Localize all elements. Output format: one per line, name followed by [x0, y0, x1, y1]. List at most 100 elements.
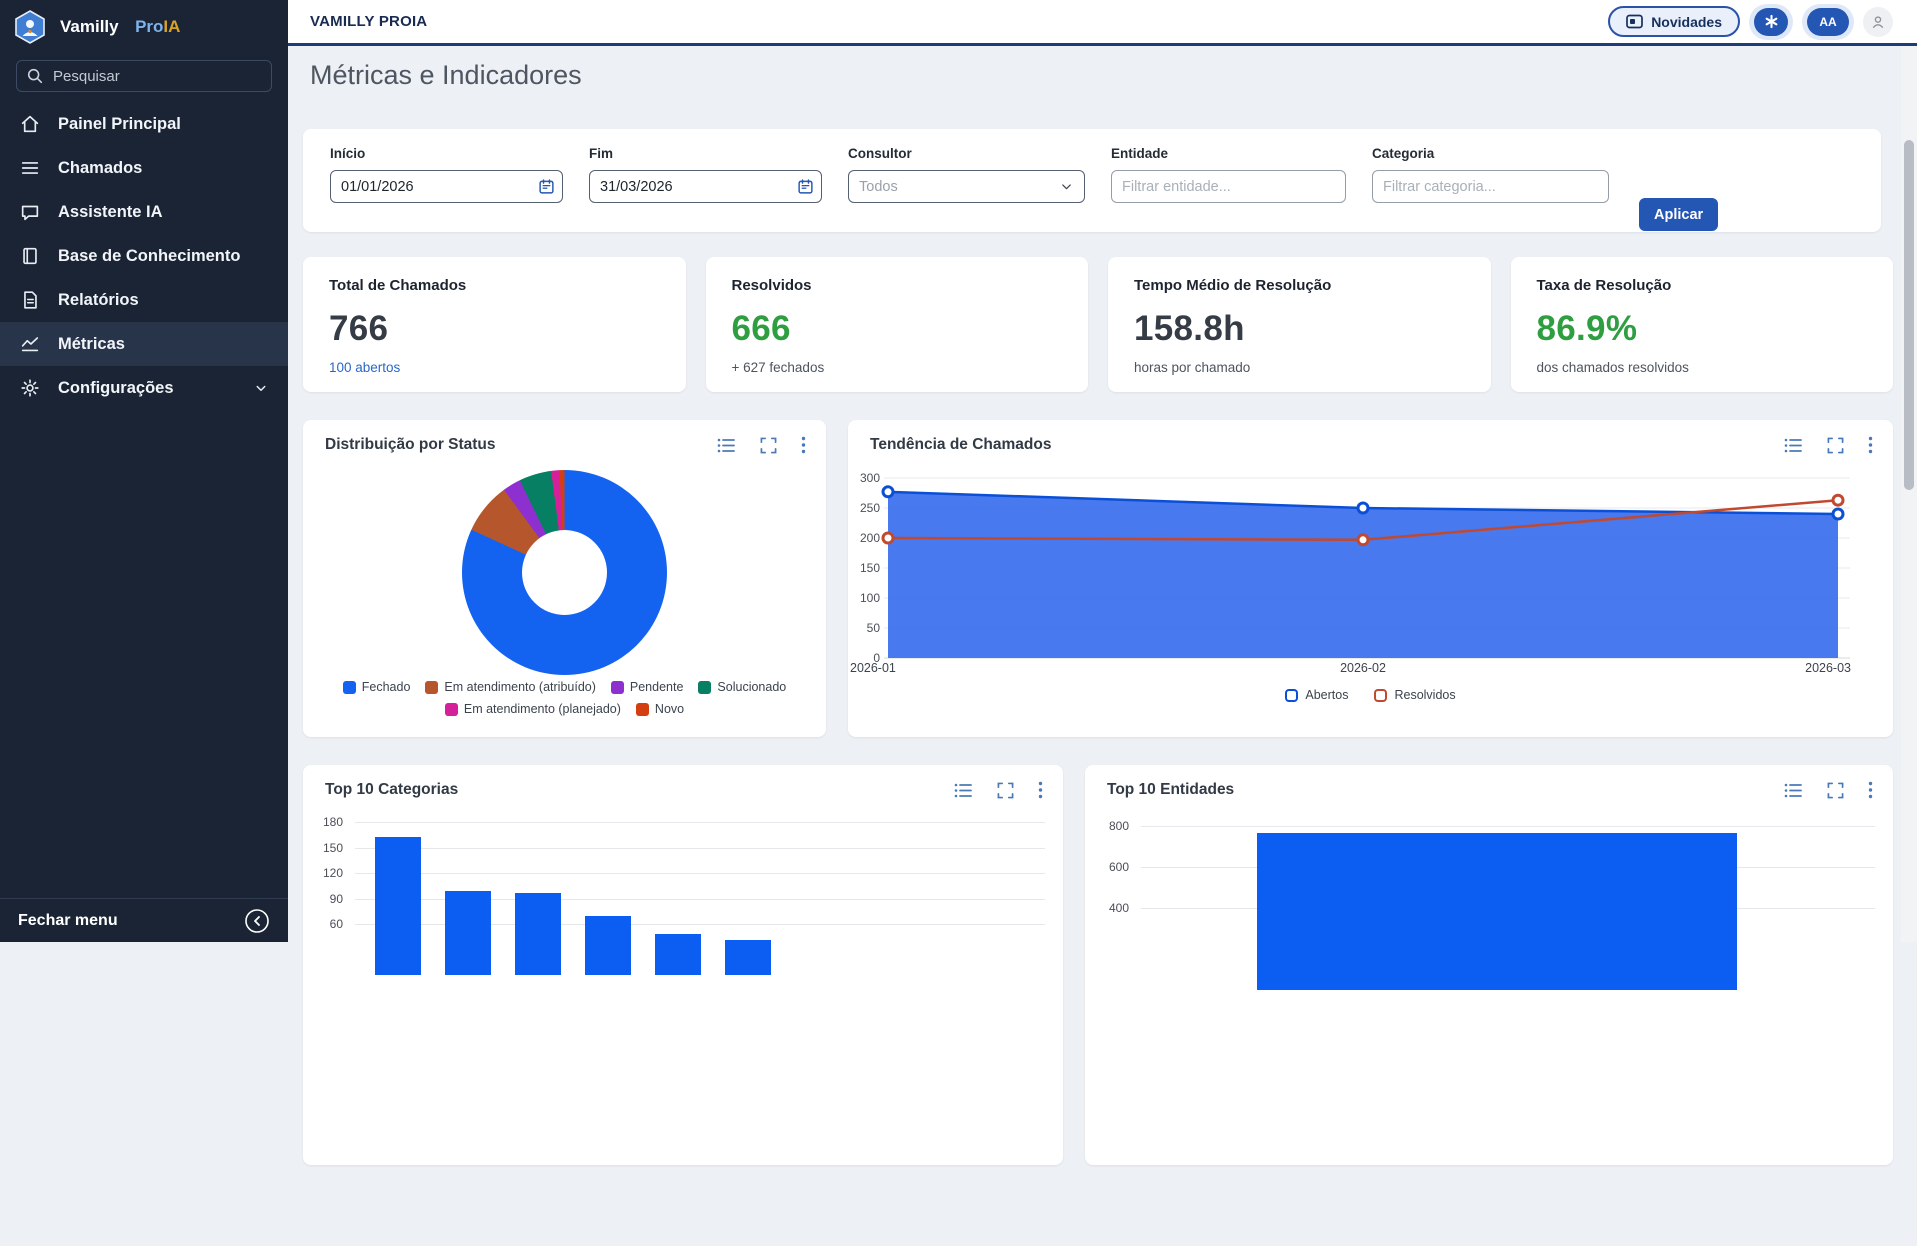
more-options-icon[interactable]: [1868, 436, 1873, 454]
legend-list-icon[interactable]: [954, 782, 973, 799]
status-donut-chart[interactable]: [462, 470, 667, 675]
filter-categoria: Categoria: [1372, 146, 1609, 232]
svg-text:150: 150: [860, 561, 880, 575]
home-icon: [19, 113, 41, 135]
brand-ia: IA: [163, 17, 180, 36]
profile-button[interactable]: [1863, 7, 1893, 37]
legend-list-icon[interactable]: [1784, 782, 1803, 799]
brand-name: Vamilly: [60, 17, 119, 36]
search-input[interactable]: [16, 60, 272, 92]
kpi-subtext[interactable]: 100 abertos: [329, 360, 660, 375]
trend-legend: Abertos Resolvidos: [848, 688, 1893, 702]
news-icon: [1626, 14, 1643, 29]
inicio-date-input[interactable]: [330, 170, 563, 203]
legend-swatch: [1374, 689, 1387, 702]
fullscreen-icon[interactable]: [760, 437, 777, 454]
chevron-left-circle-icon: [244, 908, 270, 934]
y-tick-label: 180: [309, 815, 343, 829]
sidebar-item-configuracoes[interactable]: Configurações: [0, 366, 288, 410]
donut-legend: Fechado Em atendimento (atribuído) Pendent…: [313, 680, 816, 716]
gridline: [355, 848, 1045, 849]
chevron-down-icon: [1059, 179, 1074, 194]
sidebar-item-relatorios[interactable]: Relatórios: [0, 278, 288, 322]
fim-date-input[interactable]: [589, 170, 822, 203]
legend-swatch: [1285, 689, 1298, 702]
filter-inicio: Início: [330, 146, 563, 232]
kpi-value: 158.8h: [1134, 309, 1465, 349]
book-icon: [19, 245, 41, 267]
sidebar-item-base-de-conhecimento[interactable]: Base de Conhecimento: [0, 234, 288, 278]
gridline: [1141, 826, 1875, 827]
legend-item[interactable]: Em atendimento (atribuído): [425, 680, 595, 694]
sparkle-icon: [1764, 14, 1779, 29]
avatar: AA: [1807, 8, 1849, 36]
entidade-input[interactable]: [1111, 170, 1346, 203]
y-tick-label: 60: [309, 917, 343, 931]
page-title: Métricas e Indicadores: [310, 60, 582, 91]
avatar-button[interactable]: AA: [1802, 4, 1854, 40]
bar: [375, 837, 421, 975]
chat-bubble-icon: [19, 201, 41, 223]
assistant-sparkle-button[interactable]: [1749, 4, 1793, 40]
svg-text:100: 100: [860, 591, 880, 605]
calendar-icon[interactable]: [538, 178, 555, 200]
legend-swatch: [343, 681, 356, 694]
legend-swatch: [636, 703, 649, 716]
consultor-select[interactable]: Todos: [848, 170, 1085, 203]
chevron-down-icon: [252, 379, 270, 397]
y-tick-label: 800: [1091, 819, 1129, 833]
more-options-icon[interactable]: [801, 436, 806, 454]
bar: [1257, 833, 1737, 990]
sidebar-item-chamados[interactable]: Chamados: [0, 146, 288, 190]
more-options-icon[interactable]: [1038, 781, 1043, 799]
kpi-taxa-resolucao: Taxa de Resolução 86.9% dos chamados res…: [1511, 257, 1894, 392]
close-menu-button[interactable]: Fechar menu: [0, 898, 288, 942]
legend-list-icon[interactable]: [717, 437, 736, 454]
legend-item[interactable]: Fechado: [343, 680, 411, 694]
legend-list-icon[interactable]: [1784, 437, 1803, 454]
more-options-icon[interactable]: [1868, 781, 1873, 799]
legend-item[interactable]: Novo: [636, 702, 684, 716]
svg-text:250: 250: [860, 501, 880, 515]
sidebar-item-assistente-ia[interactable]: Assistente IA: [0, 190, 288, 234]
y-tick-label: 150: [309, 841, 343, 855]
legend-item[interactable]: Solucionado: [698, 680, 786, 694]
svg-text:300: 300: [860, 471, 880, 485]
kpi-total-chamados: Total de Chamados 766 100 abertos: [303, 257, 686, 392]
sidebar-item-metricas[interactable]: Métricas: [0, 322, 288, 366]
legend-item[interactable]: Em atendimento (planejado): [445, 702, 621, 716]
y-tick-label: 90: [309, 892, 343, 906]
legend-swatch: [611, 681, 624, 694]
legend-item[interactable]: Abertos: [1285, 688, 1348, 702]
calendar-icon[interactable]: [797, 178, 814, 200]
kpi-resolvidos: Resolvidos 666 + 627 fechados: [706, 257, 1089, 392]
legend-swatch: [698, 681, 711, 694]
legend-swatch: [445, 703, 458, 716]
sidebar-item-painel-principal[interactable]: Painel Principal: [0, 102, 288, 146]
bar: [445, 891, 491, 975]
scrollbar-thumb[interactable]: [1904, 140, 1914, 490]
aplicar-button[interactable]: Aplicar: [1639, 198, 1718, 231]
svg-text:200: 200: [860, 531, 880, 545]
fullscreen-icon[interactable]: [1827, 782, 1844, 799]
sidebar: Vamilly ProIA Painel Principal Chamados …: [0, 0, 288, 942]
legend-item[interactable]: Resolvidos: [1374, 688, 1455, 702]
y-tick-label: 120: [309, 866, 343, 880]
novidades-button[interactable]: Novidades: [1608, 6, 1740, 37]
legend-item[interactable]: Pendente: [611, 680, 684, 694]
person-icon: [1870, 14, 1886, 30]
scrollbar-track[interactable]: [1901, 46, 1917, 942]
kpi-subtext: horas por chamado: [1134, 360, 1465, 375]
brand: Vamilly ProIA: [0, 0, 288, 50]
categoria-input[interactable]: [1372, 170, 1609, 203]
search-icon: [26, 67, 44, 90]
filter-entidade: Entidade: [1111, 146, 1346, 232]
fullscreen-icon[interactable]: [997, 782, 1014, 799]
filter-fim: Fim: [589, 146, 822, 232]
kpi-value: 86.9%: [1537, 309, 1868, 349]
y-tick-label: 600: [1091, 860, 1129, 874]
fullscreen-icon[interactable]: [1827, 437, 1844, 454]
